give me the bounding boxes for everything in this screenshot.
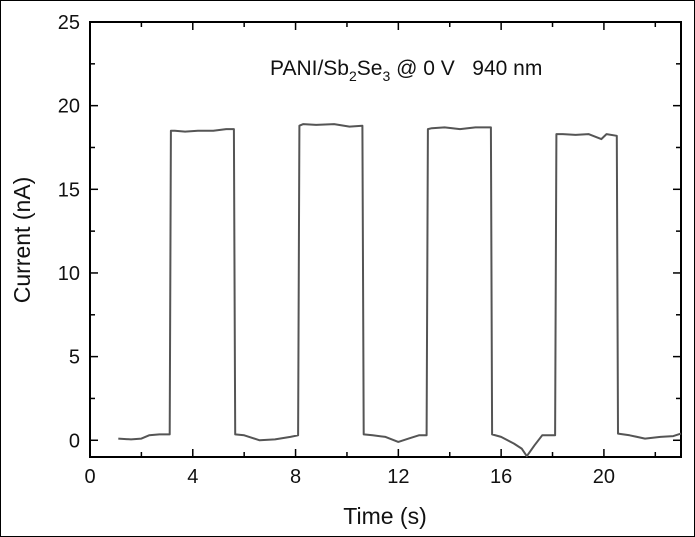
y-tick-label: 5 bbox=[69, 347, 80, 369]
annotation-part-1: PANI/Sb bbox=[270, 57, 349, 80]
x-tick-label: 0 bbox=[84, 466, 95, 488]
annotation-label: PANI/Sb2Se3 @ 0 V 940 nm bbox=[270, 57, 542, 84]
y-tick-label: 15 bbox=[58, 179, 80, 201]
x-tick-label: 20 bbox=[593, 466, 615, 488]
series-layer bbox=[118, 123, 682, 458]
annotation-subscript-2: 3 bbox=[382, 68, 390, 84]
current-series-line bbox=[118, 123, 682, 458]
x-tick-label: 4 bbox=[187, 466, 198, 488]
x-axis-title: Time (s) bbox=[343, 503, 426, 529]
y-axis-title: Current (nA) bbox=[9, 177, 35, 304]
y-tick-label: 10 bbox=[58, 263, 80, 285]
y-tick-label: 25 bbox=[58, 12, 80, 34]
x-tick-labels: 0 4 8 12 16 20 bbox=[84, 466, 615, 488]
annotation-part-2: Se bbox=[357, 57, 383, 80]
annotation-part-3: @ 0 V 940 nm bbox=[390, 57, 542, 80]
y-tick-labels: 0 5 10 15 20 25 bbox=[58, 12, 80, 452]
y-tick-label: 0 bbox=[69, 430, 80, 452]
x-tick-label: 8 bbox=[290, 466, 301, 488]
y-tick-label: 20 bbox=[58, 96, 80, 118]
x-tick-label: 16 bbox=[490, 466, 512, 488]
tick-marks bbox=[89, 21, 681, 457]
annotation-subscript-1: 2 bbox=[349, 68, 357, 84]
plot-frame bbox=[89, 21, 682, 458]
x-tick-label: 12 bbox=[387, 466, 409, 488]
